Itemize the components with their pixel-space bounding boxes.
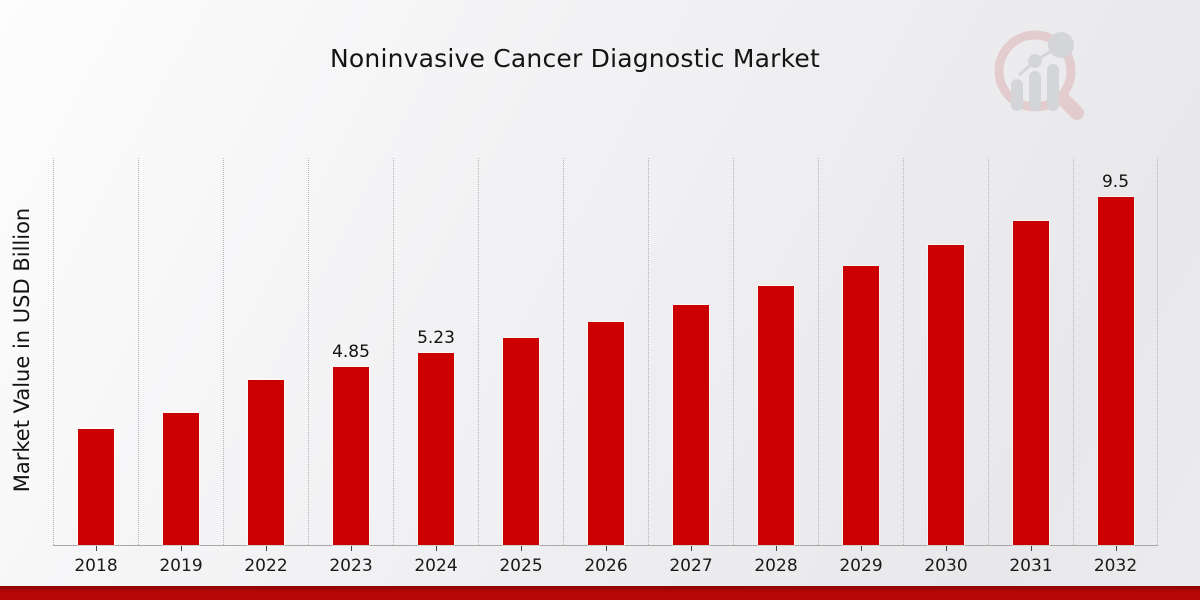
chart-column: 2031 [988, 158, 1073, 576]
chart-title: Noninvasive Cancer Diagnostic Market [330, 44, 820, 73]
x-axis-label: 2031 [1009, 556, 1053, 576]
x-axis-tick [1115, 546, 1117, 551]
x-axis-tick [436, 546, 437, 551]
chart-column: 2027 [648, 158, 733, 576]
x-axis-tick [351, 546, 352, 551]
x-axis-tick [96, 546, 97, 551]
magnifier-handle [1056, 92, 1084, 120]
x-axis-tick [1031, 546, 1032, 551]
x-axis-label: 2026 [584, 556, 628, 576]
bar-2026 [588, 322, 624, 545]
chart-column: 9.5 2032 [1073, 158, 1158, 576]
x-axis-tick [861, 546, 862, 551]
x-axis-label: 2029 [839, 556, 883, 576]
x-axis-label: 2022 [244, 556, 288, 576]
x-axis-tick [691, 546, 692, 551]
bar-value-label: 9.5 [1101, 171, 1130, 192]
x-axis-label: 2024 [414, 556, 458, 576]
x-axis-label: 2028 [754, 556, 798, 576]
logo-dot-small [1028, 54, 1042, 68]
x-axis-label: 2030 [924, 556, 968, 576]
bar-2031 [1013, 221, 1049, 545]
bar-value-label: 5.23 [417, 328, 455, 349]
footer-accent-band [0, 586, 1200, 600]
x-axis-tick [776, 546, 777, 551]
logo-bar-large [1047, 64, 1059, 111]
logo-bar-medium [1029, 71, 1041, 111]
chart-column: 4.85 2023 [308, 158, 393, 576]
bar-2028 [758, 286, 794, 545]
magnifier-ring [994, 30, 1076, 112]
y-axis-label: Market Value in USD Billion [10, 207, 34, 493]
bar-2018 [78, 429, 114, 545]
chart-column: 2019 [138, 158, 223, 576]
logo-bar-small [1011, 79, 1023, 111]
x-axis-label: 2023 [329, 556, 373, 576]
bar-2027 [673, 305, 709, 545]
x-axis-label: 2018 [74, 556, 118, 576]
bar-2032 [1097, 196, 1134, 545]
x-axis-tick [521, 546, 522, 551]
logo-dot-large [1048, 32, 1074, 58]
x-axis-label: 2019 [159, 556, 203, 576]
chart-column: 5.23 2024 [393, 158, 478, 576]
chart-column: 2029 [818, 158, 903, 576]
magnifier-bar-chart-logo [994, 30, 1084, 120]
bar-2025 [503, 338, 539, 545]
chart-column: 2022 [223, 158, 308, 576]
chart-column: 2030 [903, 158, 988, 576]
bar-value-label: 4.85 [332, 342, 370, 363]
trend-line [1018, 43, 1062, 77]
x-axis-label: 2027 [669, 556, 713, 576]
bar-2030 [928, 244, 964, 545]
bar-2024 [418, 353, 454, 545]
x-axis-tick [946, 546, 947, 551]
bar-2029 [843, 266, 879, 545]
chart-column: 2026 [563, 158, 648, 576]
chart-column: 2025 [478, 158, 563, 576]
x-axis-label: 2032 [1093, 556, 1138, 576]
x-axis-tick [181, 546, 182, 551]
chart-column: 2028 [733, 158, 818, 576]
bar-2019 [163, 412, 199, 545]
plot-area: 2018 2019 2022 4.85 2023 5.23 2024 2025 2026 2027… [53, 158, 1158, 576]
x-axis-tick [266, 546, 267, 551]
chart-column: 2018 [53, 158, 138, 576]
bar-2023 [333, 367, 369, 545]
x-axis-label: 2025 [499, 556, 543, 576]
bar-2022 [248, 379, 284, 545]
x-axis-tick [606, 546, 607, 551]
